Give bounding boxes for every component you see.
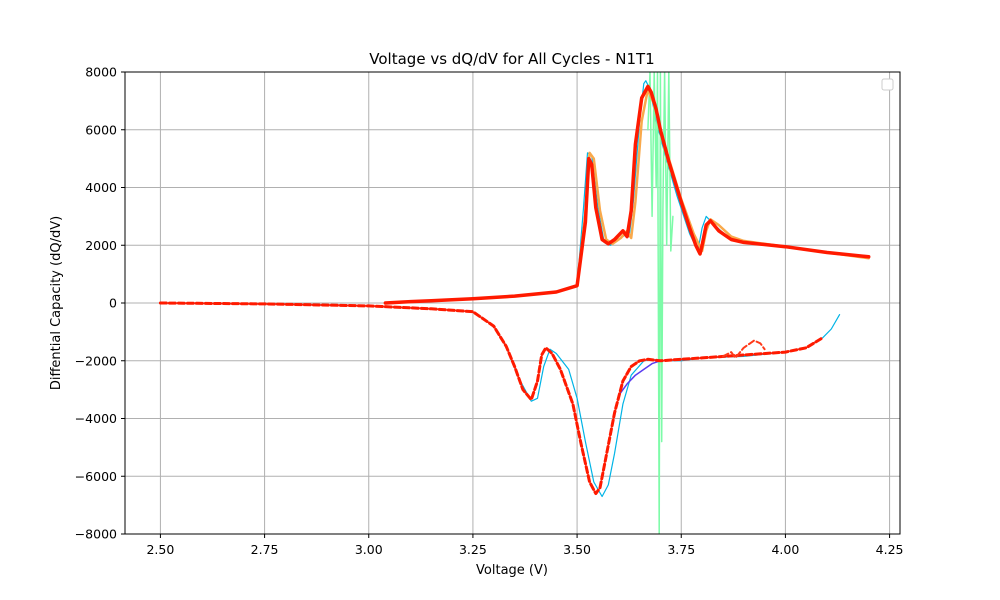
chart-title: Voltage vs dQ/dV for All Cycles - N1T1	[369, 50, 654, 68]
y-tick-label: 8000	[85, 65, 117, 80]
y-tick-label: −2000	[75, 353, 117, 368]
y-axis-label: Diffential Capacity (dQ/dV)	[49, 216, 64, 390]
y-tick-label: −6000	[75, 469, 117, 484]
x-tick-label: 3.50	[563, 542, 591, 557]
x-tick-label: 4.25	[876, 542, 904, 557]
y-tick-label: 6000	[85, 122, 117, 137]
x-tick-label: 2.50	[146, 542, 174, 557]
x-axis-label: Voltage (V)	[476, 563, 548, 578]
y-tick-label: 4000	[85, 180, 117, 195]
series-line-7	[158, 301, 825, 496]
y-tick-label: −8000	[75, 527, 117, 542]
series-line-6	[617, 360, 662, 397]
series-layer	[158, 72, 871, 534]
legend-box	[881, 78, 894, 91]
axis-ticks: 2.50 2.75 3.00 3.25 3.50 3.75 4.00 4.25 −8000 −60…	[75, 65, 904, 558]
plot-area	[158, 72, 871, 534]
x-tick-label: 3.00	[355, 542, 383, 557]
series-line-8	[721, 339, 766, 359]
x-tick-label: 3.25	[459, 542, 487, 557]
y-tick-label: 2000	[85, 238, 117, 253]
x-tick-label: 4.00	[771, 542, 799, 557]
y-tick-label: −4000	[75, 411, 117, 426]
x-tick-label: 2.75	[251, 542, 279, 557]
series-line-2	[647, 72, 674, 534]
series-line-4	[383, 84, 871, 305]
x-tick-label: 3.75	[667, 542, 695, 557]
y-tick-label: 0	[109, 296, 117, 311]
